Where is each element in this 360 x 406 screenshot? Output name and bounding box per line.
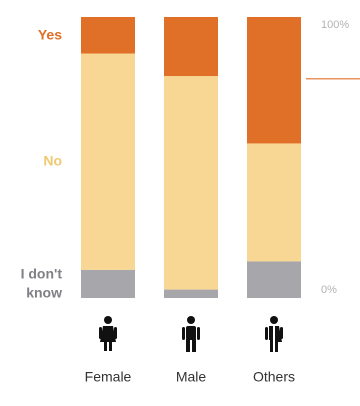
male-figure-icon <box>182 316 200 352</box>
series-label-yes: Yes <box>38 26 62 42</box>
female-figure-icon <box>99 316 117 351</box>
bar-segment-male-i-don-t-know <box>164 289 218 298</box>
y-tick-label-100: 100% <box>321 19 349 31</box>
series-label-i-don-t-know: I don't know <box>21 265 63 300</box>
others-figure-icon <box>265 316 283 352</box>
bar-segment-male-yes <box>164 17 218 77</box>
bar-segment-female-no <box>81 53 135 270</box>
y-tick-label-0: 0% <box>321 284 337 296</box>
bar-segment-female-i-don-t-know <box>81 269 135 298</box>
category-label-male: Male <box>176 369 207 385</box>
category-label-female: Female <box>85 369 132 385</box>
bar-segment-female-yes <box>81 17 135 54</box>
bar-segment-male-no <box>164 76 218 290</box>
series-label-no: No <box>43 152 62 168</box>
category-label-others: Others <box>253 369 295 385</box>
bar-segment-others-yes <box>247 17 301 144</box>
bar-segment-others-no <box>247 143 301 262</box>
bar-segment-others-i-don-t-know <box>247 261 301 298</box>
